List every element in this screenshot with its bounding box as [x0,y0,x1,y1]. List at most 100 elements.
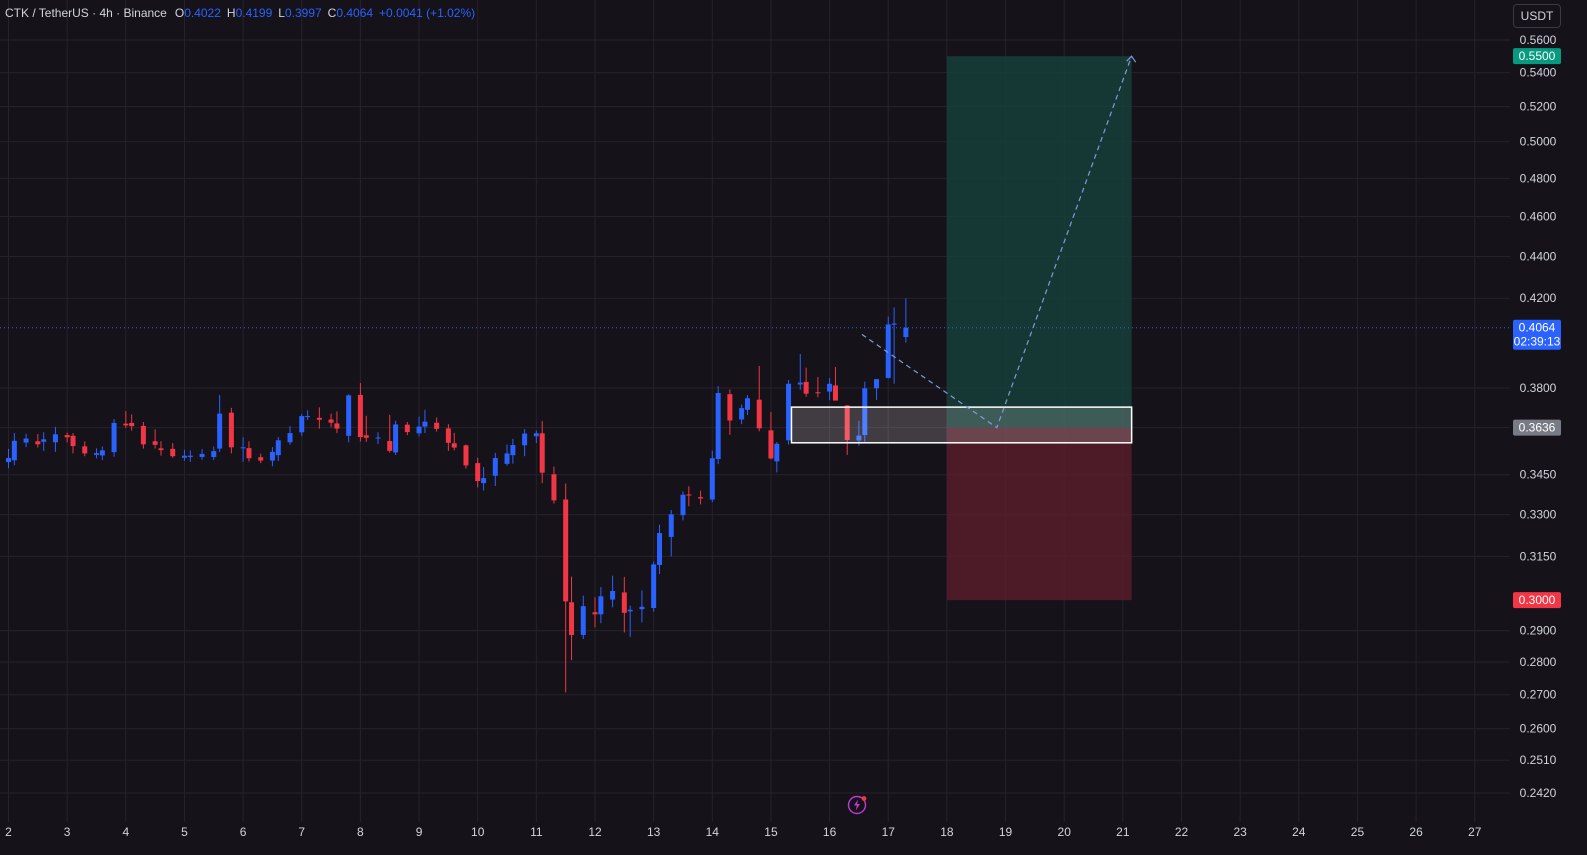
candle-up [305,416,311,418]
candle-up [885,324,891,378]
stop-price-label: 0.3000 [1519,593,1556,607]
lightning-icon[interactable] [847,795,867,815]
candle-down [170,448,176,457]
candle-down [328,419,334,423]
candle-up [187,455,193,457]
x-tick-label: 13 [647,825,661,839]
candle-up [774,443,780,462]
candle-up [657,533,663,565]
candle-up [827,383,833,392]
candle-down [803,381,809,394]
y-tick-label: 0.4200 [1520,291,1557,305]
candle-down [140,425,146,445]
candle-up [668,514,674,537]
currency-button[interactable]: USDT [1513,4,1561,28]
x-tick-label: 11 [530,825,543,839]
x-tick-label: 22 [1175,825,1189,839]
candle-up [797,382,803,385]
symbol-label[interactable]: CTK / TetherUS · 4h · Binance [5,6,167,20]
x-tick-label: 6 [240,825,247,839]
candle-down [592,612,598,615]
candle-down [334,423,340,429]
candle-down [35,441,41,445]
candle-up [11,440,17,461]
low-value: 0.3997 [284,6,322,20]
candle-down [158,448,164,451]
candle-up [240,447,246,449]
candle-up [93,453,99,455]
candle-up [422,421,428,427]
candle-down [357,394,363,438]
candle-down [228,412,234,448]
candle-up [639,606,645,610]
target-zone [946,56,1132,428]
candle-down [404,424,410,433]
y-tick-label: 0.5600 [1520,33,1557,47]
candle-down [129,422,135,427]
y-tick-label: 0.4600 [1520,210,1557,224]
current-price-label: 0.4064 [1519,321,1556,335]
open-value: 0.4022 [184,6,221,20]
entry-price-label: 0.3636 [1519,421,1556,435]
candle-down [539,433,545,473]
x-tick-label: 17 [882,825,896,839]
x-tick-label: 16 [823,825,837,839]
x-tick-label: 9 [416,825,423,839]
candle-down [451,443,457,448]
stop-zone [946,427,1132,601]
candle-up [23,438,29,443]
candle-up [680,494,686,516]
y-tick-label: 0.3800 [1520,381,1557,395]
candle-up [862,388,868,436]
candle-up [891,323,897,325]
candle-up [199,453,205,457]
open-label: O [174,6,185,20]
candle-up [533,433,539,437]
entry-price-label-bg [1513,419,1561,436]
x-tick-label: 4 [122,825,129,839]
candle-up [269,451,275,461]
candle-up [217,413,223,449]
candle-up [874,379,880,389]
current-price-label-bg [1513,319,1561,350]
projection-path [861,55,1133,429]
candle-down [363,435,369,438]
x-tick-label: 14 [706,825,720,839]
x-tick-label: 19 [999,825,1013,839]
candle-up [275,440,281,456]
candle-down [463,445,469,466]
candle-up [492,457,498,476]
target-price-label: 0.5500 [1519,49,1556,63]
candle-down [70,435,76,447]
y-tick-label: 0.5200 [1520,100,1557,114]
x-tick-label: 18 [940,825,954,839]
candle-down [844,405,850,441]
x-tick-label: 25 [1351,825,1365,839]
candle-up [211,451,217,457]
candle-down [475,463,481,482]
y-tick-label: 0.3450 [1520,468,1557,482]
y-tick-label: 0.2900 [1520,624,1557,638]
candle-down [727,394,733,421]
y-tick-label: 0.4800 [1520,171,1557,185]
low-label: L [278,6,285,20]
high-value: 0.4199 [235,6,273,20]
candle-down [246,448,252,459]
countdown-label: 02:39:13 [1514,335,1561,349]
candle-down [152,441,158,445]
demand-zone-box [790,406,1133,444]
candle-up [744,398,750,410]
x-tick-label: 5 [181,825,188,839]
y-tick-label: 0.2420 [1520,786,1557,800]
y-tick-label: 0.2700 [1520,688,1557,702]
y-tick-label: 0.2510 [1520,753,1557,767]
x-tick-label: 12 [588,825,602,839]
candle-down [445,428,451,443]
candle-up [181,455,187,458]
y-tick-label: 0.5000 [1520,135,1557,149]
x-tick-label: 3 [64,825,71,839]
candle-up [6,457,11,463]
candle-up [510,445,516,456]
candle-down [832,385,838,401]
